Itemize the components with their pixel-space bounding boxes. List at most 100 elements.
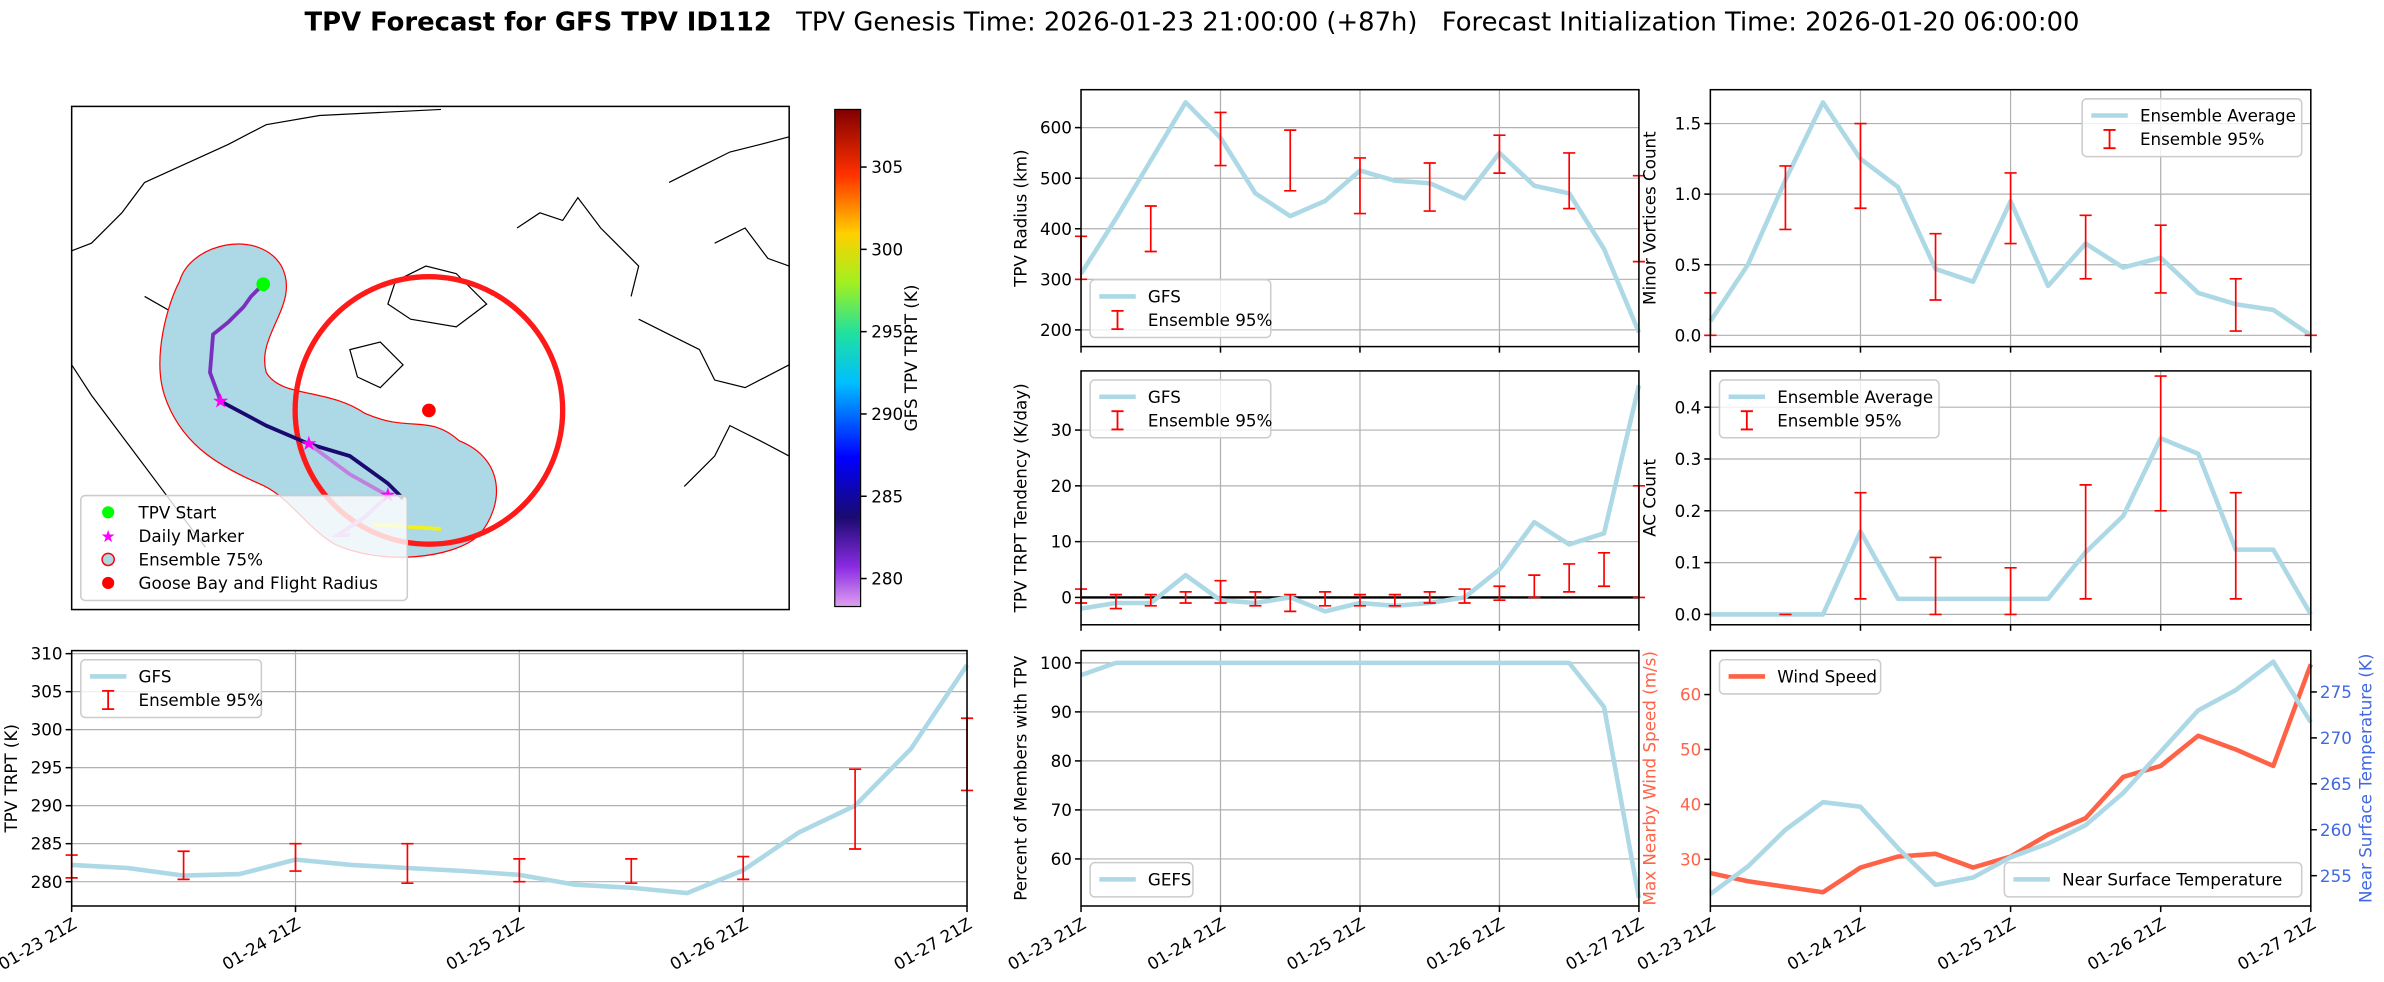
legend-label: GFS <box>139 667 172 687</box>
y-tick-label: 500 <box>1040 168 1072 188</box>
y-tick-label: 20 <box>1051 476 1072 496</box>
y-tick-label: 0.0 <box>1675 325 1702 345</box>
y-tick-label: 300 <box>1040 269 1072 289</box>
legend-marker <box>102 576 115 590</box>
error-bar <box>1493 585 1506 602</box>
series-line <box>1080 660 1642 899</box>
legend-box <box>1718 658 1882 695</box>
y-tick-label: 260 <box>2320 820 2352 840</box>
error-bar <box>1528 574 1541 599</box>
error-bar <box>1854 122 1867 210</box>
colorbar-tick-label: 300 <box>871 239 903 259</box>
legend-label: Near Surface Temperature <box>2062 869 2282 889</box>
error-bar <box>2154 375 2167 512</box>
error-bar <box>2079 484 2092 600</box>
plot-frame <box>1080 88 1640 348</box>
error-bar <box>849 768 862 850</box>
y-tick-label: 70 <box>1051 800 1072 820</box>
legend-marker: ★ <box>101 526 116 546</box>
y-tick-label: 30 <box>1680 849 1701 869</box>
legend-label: Ensemble 75% <box>139 549 263 569</box>
legend-label: GEFS <box>1148 869 1191 889</box>
legend-label: Ensemble 95% <box>2140 129 2264 149</box>
y-axis-label: AC Count <box>1640 459 1660 537</box>
error-bar <box>1929 232 1942 301</box>
x-tick-label: 01-23 21Z <box>1004 913 1089 974</box>
legend-label: Ensemble 95% <box>1777 410 1901 430</box>
x-tick-label: 01-25 21Z <box>1283 913 1368 974</box>
y-tick-label: 0.5 <box>1675 255 1702 275</box>
error-bar <box>1284 593 1297 613</box>
y-tick-label: 255 <box>2320 866 2352 886</box>
init-time: Forecast Initialization Time: 2026-01-20… <box>1442 7 2080 37</box>
colorbar-label: GFS TPV TRPT (K) <box>901 285 921 432</box>
legend-label: GFS <box>1148 387 1181 407</box>
daily-marker: ★ <box>300 432 318 455</box>
x-tick-label: 01-23 21Z <box>0 913 80 974</box>
y-tick-label: 400 <box>1040 219 1072 239</box>
error-bar <box>1144 593 1157 607</box>
y-tick-label: 80 <box>1051 751 1072 771</box>
y-tick-label: 280 <box>31 872 63 892</box>
error-bar <box>289 842 302 872</box>
y-tick-label: 270 <box>2320 728 2352 748</box>
error-bar <box>737 855 750 881</box>
error-bar <box>1109 593 1122 610</box>
error-bar <box>1493 134 1506 174</box>
coastline <box>71 108 790 548</box>
legend-label: Ensemble 95% <box>1148 410 1272 430</box>
error-bar <box>1854 491 1867 600</box>
error-bar <box>1353 157 1367 215</box>
legend-errorbar <box>2103 129 2116 150</box>
plot-frame <box>1709 649 2312 907</box>
x-tick-label: 01-25 21Z <box>1934 913 2019 974</box>
flight-radius <box>292 274 566 547</box>
error-bar <box>1144 205 1157 253</box>
legend-errorbar <box>1111 309 1124 331</box>
error-bar <box>1779 165 1792 231</box>
y-axis-label: Minor Vortices Count <box>1640 131 1660 305</box>
figure-title: TPV Forecast for GFS TPV ID112 TPV Genesi… <box>305 7 2080 37</box>
error-bar <box>2079 214 2092 280</box>
y-tick-label: 0.1 <box>1675 553 1702 573</box>
legend-box <box>2081 98 2303 158</box>
legend-label: Ensemble Average <box>1777 387 1933 407</box>
y-tick-label: 265 <box>2320 774 2352 794</box>
y-tick-label: 90 <box>1051 702 1072 722</box>
x-tick-label: 01-27 21Z <box>890 913 975 974</box>
error-bar <box>2229 491 2242 600</box>
y-tick-label: 40 <box>1680 794 1701 814</box>
error-bar <box>1214 579 1227 604</box>
legend-label: Daily Marker <box>139 526 245 546</box>
error-bar <box>1423 591 1436 604</box>
legend-label: Ensemble 95% <box>139 690 263 710</box>
legend-errorbar <box>1111 410 1124 431</box>
error-bar <box>1458 588 1471 604</box>
plot-frame <box>1709 88 2312 348</box>
legend-errorbar <box>1740 410 1753 431</box>
error-bar <box>2229 277 2242 332</box>
colorbar-tick-label: 280 <box>871 569 903 589</box>
error-bar <box>2154 224 2167 294</box>
y-tick-label: 0.3 <box>1675 449 1702 469</box>
error-bar <box>177 850 190 881</box>
y-tick-label: 275 <box>2320 682 2352 702</box>
colorbar-tick-label: 305 <box>871 157 903 177</box>
plot-frame <box>1080 370 1640 626</box>
y-axis-label: Max Nearby Wind Speed (m/s) <box>1640 651 1660 905</box>
plot-frame <box>70 649 968 907</box>
y-axis-label: TPV Radius (km) <box>1010 149 1030 287</box>
ensemble-75-area <box>159 243 498 558</box>
error-bar <box>1388 593 1401 607</box>
x-tick-label: 01-25 21Z <box>442 913 527 974</box>
legend-box <box>2003 861 2303 898</box>
y2-axis-label: Near Surface Temperature (K) <box>2356 654 2376 903</box>
plot-frame <box>1080 649 1640 907</box>
y-tick-label: 290 <box>31 796 63 816</box>
error-bar <box>1563 152 1576 210</box>
y-axis-label: TPV TRPT Tendency (K/day) <box>1010 383 1030 613</box>
goose-bay <box>422 403 436 418</box>
error-bar <box>1179 591 1192 604</box>
genesis-time: TPV Genesis Time: 2026-01-23 21:00:00 (+… <box>795 7 1417 37</box>
